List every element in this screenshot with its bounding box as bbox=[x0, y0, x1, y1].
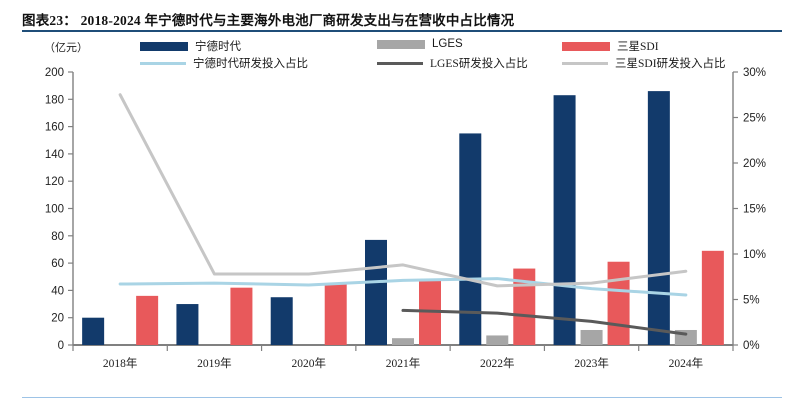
legend-item-sdi-line[interactable]: 三星SDI研发投入占比 bbox=[562, 55, 726, 71]
line-series bbox=[118, 277, 688, 297]
y-axis-right-tick-label: 0% bbox=[743, 340, 760, 352]
bar bbox=[392, 338, 414, 345]
y-axis-unit-label: （亿元） bbox=[44, 42, 88, 54]
legend-swatch-lges-bar bbox=[377, 39, 425, 49]
x-axis-tick-label: 2024年 bbox=[669, 356, 704, 370]
footer-divider bbox=[22, 396, 782, 398]
title-divider bbox=[22, 30, 782, 32]
bar bbox=[270, 297, 293, 345]
line-series bbox=[118, 93, 688, 288]
legend-swatch-catl-line bbox=[140, 61, 186, 65]
bar bbox=[513, 268, 536, 345]
x-axis-tick-label: 2019年 bbox=[197, 356, 232, 370]
y-axis-left-tick-label: 200 bbox=[45, 67, 64, 79]
y-axis-right-tick-label: 5% bbox=[743, 295, 760, 307]
figure-title-row: 图表23： 2018-2024 年宁德时代与主要海外电池厂商研发支出与在营收中占… bbox=[22, 8, 782, 30]
y-axis-left-tick-label: 0 bbox=[58, 340, 64, 352]
bar bbox=[553, 95, 576, 345]
bar bbox=[701, 250, 724, 345]
x-axis-tick-label: 2022年 bbox=[480, 356, 515, 370]
y-axis-left-tick-label: 180 bbox=[45, 94, 64, 106]
legend-swatch-sdi-line bbox=[562, 61, 608, 65]
x-axis-tick-label: 2023年 bbox=[574, 356, 609, 370]
y-axis-left-tick-label: 60 bbox=[51, 258, 64, 270]
bar bbox=[82, 317, 105, 345]
legend-label-lges-bar: LGES bbox=[432, 38, 463, 50]
bar bbox=[486, 335, 509, 345]
legend-swatch-lges-line bbox=[377, 61, 423, 65]
bar bbox=[365, 239, 387, 345]
legend-item-lges-line[interactable]: LGES研发投入占比 bbox=[377, 55, 528, 71]
x-axis-tick-label: 2020年 bbox=[291, 356, 326, 370]
y-axis-right-tick-label: 10% bbox=[743, 249, 766, 261]
chart-legend: （亿元） 宁德时代 LGES 三星SDI 宁德时代研发投入占比 LGE bbox=[22, 38, 782, 72]
bar bbox=[647, 91, 670, 345]
legend-row-lines: 宁德时代研发投入占比 LGES研发投入占比 三星SDI研发投入占比 bbox=[22, 55, 782, 71]
y-axis-right-tick-label: 25% bbox=[743, 113, 766, 125]
legend-label-catl-bar: 宁德时代 bbox=[195, 41, 241, 53]
legend-item-catl-line[interactable]: 宁德时代研发投入占比 bbox=[140, 55, 308, 71]
line-series bbox=[401, 308, 688, 336]
bar bbox=[136, 295, 159, 345]
y-axis-left-tick-label: 140 bbox=[45, 149, 64, 161]
bar bbox=[607, 261, 630, 345]
legend-label-sdi-line: 三星SDI研发投入占比 bbox=[615, 58, 726, 70]
bar bbox=[580, 329, 603, 345]
y-axis-left-tick-label: 120 bbox=[45, 176, 64, 188]
bar bbox=[459, 133, 482, 345]
y-axis-right-tick-label: 20% bbox=[743, 158, 766, 170]
y-axis-left-tick-label: 80 bbox=[51, 231, 64, 243]
legend-label-catl-line: 宁德时代研发投入占比 bbox=[193, 58, 308, 70]
x-axis-tick-label: 2021年 bbox=[386, 356, 421, 370]
legend-item-lges-bar[interactable]: LGES bbox=[377, 38, 463, 50]
y-axis-right-tick-label: 30% bbox=[743, 67, 766, 79]
x-axis-tick-label: 2018年 bbox=[103, 356, 138, 370]
y-axis-left-tick-label: 100 bbox=[45, 204, 64, 216]
y-axis-left-tick-label: 40 bbox=[51, 285, 64, 297]
legend-label-lges-line: LGES研发投入占比 bbox=[430, 58, 528, 70]
legend-item-sdi-bar[interactable]: 三星SDI bbox=[562, 38, 659, 54]
legend-swatch-sdi-bar bbox=[562, 41, 610, 51]
legend-row-bars: 宁德时代 LGES 三星SDI bbox=[22, 38, 782, 54]
y-axis-left-tick-label: 20 bbox=[51, 313, 64, 325]
page-title: 图表23： 2018-2024 年宁德时代与主要海外电池厂商研发支出与在营收中占… bbox=[22, 13, 515, 28]
bar bbox=[230, 287, 253, 345]
legend-swatch-catl-bar bbox=[140, 41, 188, 51]
legend-item-catl-bar[interactable]: 宁德时代 bbox=[140, 38, 241, 54]
bar bbox=[324, 283, 347, 345]
y-axis-right-tick-label: 15% bbox=[743, 204, 766, 216]
legend-label-sdi-bar: 三星SDI bbox=[617, 41, 659, 53]
bar bbox=[176, 304, 199, 345]
y-axis-left-tick-label: 160 bbox=[45, 122, 64, 134]
